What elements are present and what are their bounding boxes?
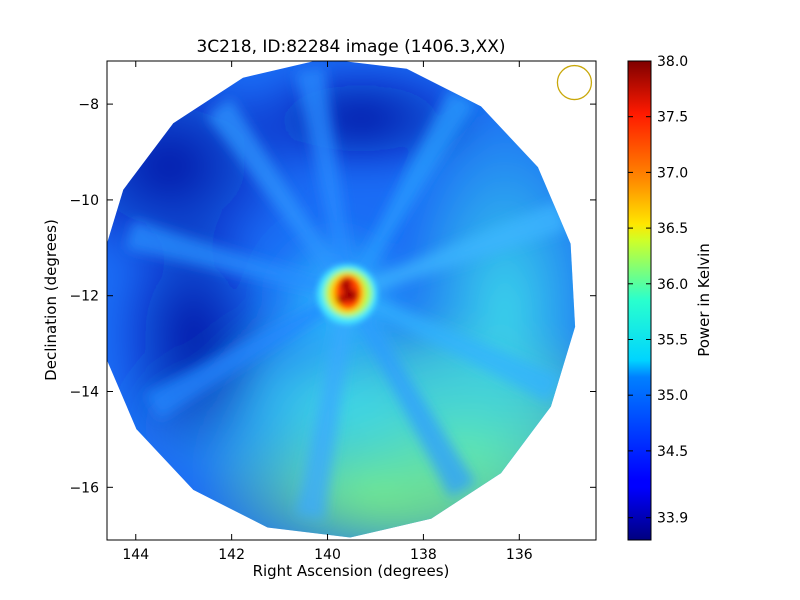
y-tick-label: −16 <box>69 480 99 496</box>
beam-marker <box>556 64 593 101</box>
colorbar-tick-label: 38.0 <box>657 54 688 70</box>
x-tick-label: 144 <box>122 547 149 563</box>
ray <box>294 66 356 295</box>
y-tick-label: −8 <box>78 97 99 113</box>
colorbar-tick-label: 35.0 <box>657 388 688 404</box>
ray <box>343 290 476 499</box>
colorbar-tick-label: 36.5 <box>657 221 688 237</box>
y-tick-label: −12 <box>69 289 99 305</box>
colorbar <box>627 60 652 541</box>
ray <box>144 288 353 421</box>
colorbar-tick-label: 37.5 <box>657 110 688 126</box>
chart-title: 3C218, ID:82284 image (1406.3,XX) <box>196 37 505 57</box>
plot-frame <box>106 60 597 541</box>
x-tick-label: 140 <box>314 547 341 563</box>
y-axis: −8 −10 −12 −14 −16 <box>69 97 596 496</box>
ray <box>294 292 356 521</box>
radial-rays <box>125 66 569 521</box>
source-core <box>336 295 347 304</box>
heatmap <box>107 61 593 538</box>
x-tick-label: 142 <box>218 547 245 563</box>
ray <box>125 219 351 300</box>
source-core <box>341 278 352 293</box>
x-axis: 144 142 140 138 136 <box>122 61 533 563</box>
y-tick-label: −14 <box>69 385 99 401</box>
colorbar-tick-label: 34.5 <box>657 444 688 460</box>
ray <box>347 201 569 299</box>
bright-source <box>317 264 378 325</box>
x-axis-label: Right Ascension (degrees) <box>253 562 450 580</box>
colorbar-tick-label: 36.0 <box>657 277 688 293</box>
ray <box>206 98 355 297</box>
x-tick-label: 138 <box>410 547 437 563</box>
colorbar-tick-label: 33.9 <box>657 511 688 527</box>
source-core <box>343 289 358 302</box>
colorbar-ticks: 33.9 34.5 35.0 35.5 36.0 36.5 37.0 37.5 38.0 <box>628 54 688 527</box>
colorbar-tick-label: 35.5 <box>657 332 688 348</box>
y-axis-label: Declination (degrees) <box>42 219 60 381</box>
y-tick-label: −10 <box>69 193 99 209</box>
colorbar-tick-label: 37.0 <box>657 165 688 181</box>
ray <box>346 287 562 404</box>
colorbar-label: Power in Kelvin <box>695 243 713 357</box>
ray <box>343 88 476 297</box>
x-tick-label: 136 <box>506 547 533 563</box>
